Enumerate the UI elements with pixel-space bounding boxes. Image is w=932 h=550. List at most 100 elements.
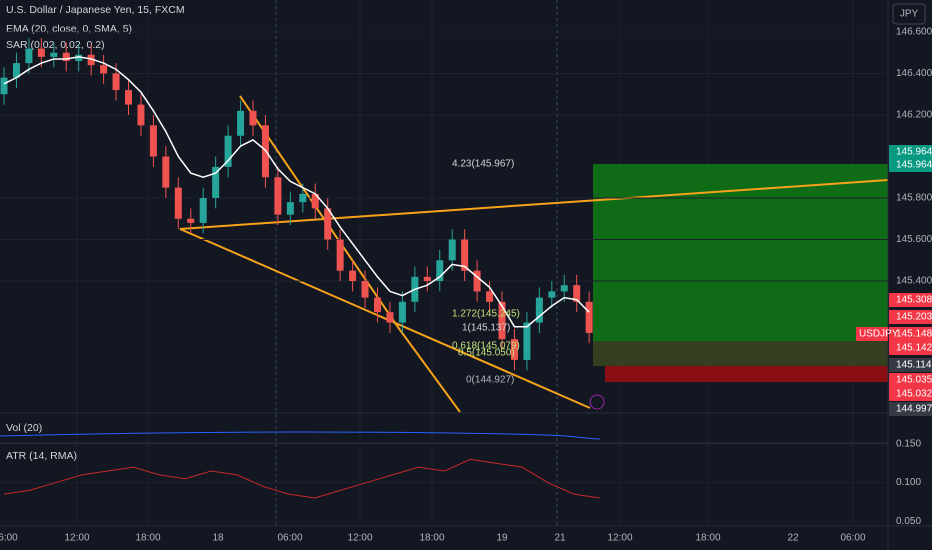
price-label-bg <box>889 293 932 307</box>
candle-body <box>473 270 481 292</box>
candle-body <box>448 239 456 261</box>
candle-body <box>187 218 195 223</box>
x-tick-label: 12:00 <box>607 533 632 544</box>
price-label: 145.148 <box>896 329 932 340</box>
x-tick-label: 12:00 <box>347 533 372 544</box>
candle-body <box>560 285 568 292</box>
target-zone <box>593 164 888 341</box>
volume-title: Vol (20) <box>6 422 42 434</box>
candle-body <box>149 125 157 157</box>
fib-label: 0.5(145.050) <box>458 348 515 359</box>
candle-body <box>37 48 45 57</box>
atr-tick-label: 0.050 <box>896 516 921 527</box>
candle-body <box>0 77 8 95</box>
currency[interactable]: JPY <box>900 9 919 20</box>
candle-body <box>25 48 33 64</box>
x-tick-label: 22 <box>787 533 799 544</box>
y-tick-label: 145.600 <box>896 234 932 245</box>
y-tick-label: 146.600 <box>896 27 932 38</box>
candle-body <box>75 54 83 62</box>
y-tick-label: 145.800 <box>896 193 932 204</box>
candle-body <box>461 239 469 271</box>
candle-body <box>62 52 70 62</box>
fib-label: 1(145.137) <box>462 323 510 334</box>
x-tick-label: 6:00 <box>0 533 18 544</box>
candle-body <box>486 291 494 302</box>
candle-body <box>125 90 132 105</box>
price-label-bg <box>889 145 932 159</box>
price-label: 145.964 <box>896 147 932 158</box>
fib-label: 1.272(145.245) <box>452 309 520 320</box>
symbol-title: U.S. Dollar / Japanese Yen, 15, FXCM <box>6 4 185 16</box>
y-tick-label: 145.400 <box>896 276 932 287</box>
price-label-bg <box>889 341 932 355</box>
currency-button[interactable] <box>892 3 926 25</box>
candle-body <box>498 301 506 340</box>
entry-zone <box>593 341 888 366</box>
candle-body <box>374 297 381 313</box>
candle-body <box>174 187 182 219</box>
y-tick-label: 146.400 <box>896 68 932 79</box>
candle-body <box>100 65 108 74</box>
candle-body <box>535 297 543 323</box>
x-tick-label: 12:00 <box>64 533 89 544</box>
x-tick-label: 06:00 <box>277 533 302 544</box>
candle-body <box>423 276 431 282</box>
candle-body <box>523 322 531 360</box>
x-tick-label: 06:00 <box>840 533 865 544</box>
candle-body <box>224 135 232 167</box>
atr-line <box>3 458 600 499</box>
x-tick-label: 18:00 <box>695 533 720 544</box>
candle-body <box>162 156 170 188</box>
ema-legend: EMA (20, close, 0, SMA, 5) <box>6 23 132 35</box>
fib-label: 0.618(145.079) <box>452 341 520 352</box>
alert-icon[interactable] <box>589 394 605 410</box>
price-label-bg <box>889 387 932 401</box>
candle-body <box>286 202 294 215</box>
price-label: 145.032 <box>896 389 932 400</box>
candle-body <box>212 166 220 199</box>
candle-body <box>12 63 20 78</box>
x-tick-label: 18:00 <box>419 533 444 544</box>
sar-legend: SAR (0.02, 0.02, 0.2) <box>6 39 105 51</box>
candle-body <box>349 270 357 282</box>
trend-lines <box>179 95 889 413</box>
candle-body <box>137 104 145 126</box>
y-tick-label: 146.200 <box>896 110 932 121</box>
candle-body <box>324 208 332 240</box>
candle-body <box>336 239 344 271</box>
price-label: 144.997 <box>896 404 932 415</box>
candle-body <box>573 285 581 302</box>
candle-body <box>50 52 58 57</box>
price-label: 145.114 <box>896 360 932 371</box>
price-label: 145.035 <box>896 375 932 386</box>
atr-tick-label: 0.100 <box>896 477 921 488</box>
symbol-tag-bg <box>856 327 888 341</box>
symbol-tag: USDJPY <box>859 329 899 340</box>
candle-body <box>361 281 369 298</box>
atr-tick-label: 0.150 <box>896 439 921 450</box>
candle-body <box>299 193 307 203</box>
price-label-bg <box>889 402 932 416</box>
ema-line <box>3 56 590 328</box>
fib-label: 4.23(145.967) <box>452 159 514 170</box>
candle-body <box>548 291 556 298</box>
price-label: 145.964 <box>896 160 932 171</box>
volume-ma <box>0 431 601 440</box>
candle-body <box>398 301 406 323</box>
price-label-bg <box>889 358 932 372</box>
price-label-bg <box>889 373 932 387</box>
candle-body <box>585 301 593 333</box>
price-label: 145.203 <box>896 312 932 323</box>
price-label: 145.142 <box>896 343 932 354</box>
candle-body <box>87 54 95 66</box>
price-label-bg <box>889 310 932 324</box>
x-tick-label: 19 <box>496 533 508 544</box>
x-tick-label: 21 <box>554 533 566 544</box>
atr-title: ATR (14, RMA) <box>6 450 77 462</box>
x-tick-label: 18 <box>212 533 224 544</box>
stop-zone <box>605 366 888 382</box>
candle-body <box>199 198 207 223</box>
candle-body <box>386 312 394 323</box>
